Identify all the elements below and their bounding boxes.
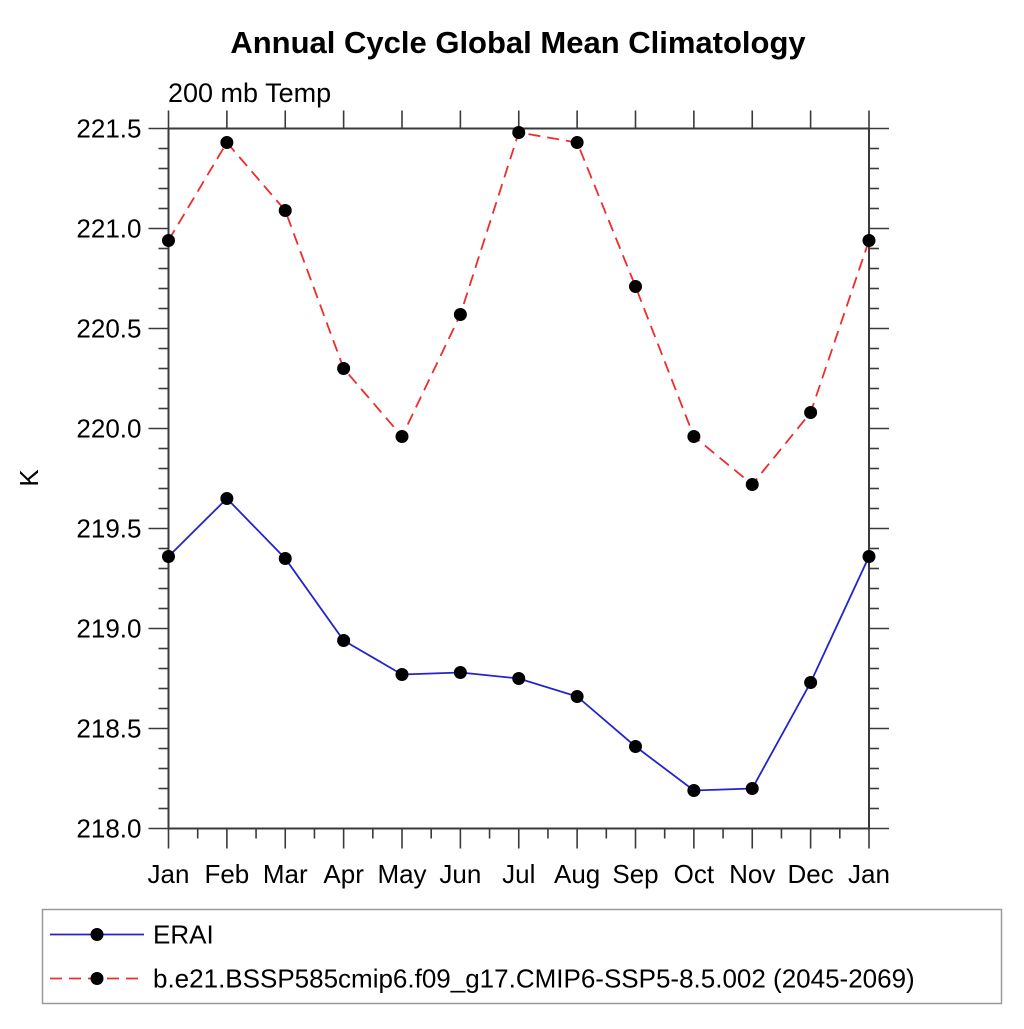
series-line [167, 497, 870, 792]
x-tick-label: Apr [323, 859, 364, 889]
x-tick-label: Jun [439, 859, 481, 889]
data-point-marker [745, 478, 759, 491]
y-axis-title: K [14, 469, 44, 487]
chart-subtitle: 200 mb Temp [168, 78, 331, 108]
x-tick-label: Sep [612, 859, 658, 889]
y-tick-label: 221.0 [76, 214, 141, 244]
data-point-marker [337, 634, 351, 647]
x-tick-label: Mar [263, 859, 308, 889]
legend-item: b.e21.BSSP585cmip6.f09_g17.CMIP6-SSP5-8.… [50, 964, 915, 994]
y-tick-label: 218.0 [76, 814, 141, 844]
data-point-marker [278, 552, 292, 565]
y-tick-label: 221.5 [76, 114, 141, 144]
data-point-marker [395, 668, 409, 681]
chart-title: Annual Cycle Global Mean Climatology [230, 25, 806, 60]
data-point-marker [570, 136, 584, 149]
legend-label: ERAI [153, 920, 214, 950]
legend-layer: ERAI b.e21.BSSP585cmip6.f09_g17.CMIP6-SSP… [41, 908, 1003, 1005]
series-layer [162, 126, 876, 797]
data-point-marker [687, 784, 701, 797]
legend-marker-icon [90, 972, 104, 985]
data-point-marker [337, 362, 351, 375]
legend-label: b.e21.BSSP585cmip6.f09_g17.CMIP6-SSP5-8.… [153, 964, 915, 994]
data-point-marker [687, 430, 701, 443]
data-point-marker [220, 136, 234, 149]
data-point-marker [745, 782, 759, 795]
x-tick-label: Nov [729, 859, 775, 889]
plot-frame [167, 127, 870, 830]
data-point-marker [804, 406, 818, 419]
x-tick-label: Aug [554, 859, 600, 889]
series-model [162, 126, 876, 491]
axes-layer [148, 110, 889, 849]
data-point-marker [862, 234, 876, 247]
data-point-marker [162, 234, 175, 247]
data-point-marker [570, 690, 584, 703]
data-point-marker [629, 280, 642, 293]
data-point-marker [395, 430, 409, 443]
series-erai [162, 492, 876, 797]
y-tick-label: 220.5 [76, 314, 141, 344]
data-point-marker [162, 550, 175, 563]
legend-box [41, 908, 1003, 1005]
y-tick-label: 218.5 [76, 714, 141, 744]
tick-label-layer: 218.0 218.5 219.0 219.5 220.0 220.5 221.0 221.5… [76, 114, 890, 890]
x-tick-label: Jul [502, 859, 535, 889]
data-point-marker [220, 492, 234, 505]
y-tick-label: 219.0 [76, 614, 141, 644]
y-tick-label: 219.5 [76, 514, 141, 544]
x-tick-label: Jan [848, 859, 890, 889]
x-tick-label: Jan [148, 859, 190, 889]
data-point-marker [512, 126, 526, 139]
x-tick-label: Dec [788, 859, 834, 889]
data-point-marker [453, 308, 467, 321]
legend-item: ERAI [50, 920, 214, 950]
data-point-marker [453, 666, 467, 679]
y-tick-label: 220.0 [76, 414, 141, 444]
series-line [167, 131, 870, 486]
x-tick-label: Feb [204, 859, 249, 889]
data-point-marker [512, 672, 526, 685]
x-tick-label: May [377, 859, 426, 889]
data-point-marker [629, 740, 642, 753]
data-point-marker [278, 204, 292, 217]
x-tick-label: Oct [674, 859, 715, 889]
data-point-marker [862, 550, 876, 563]
legend-marker-icon [90, 928, 104, 941]
data-point-marker [804, 676, 818, 689]
